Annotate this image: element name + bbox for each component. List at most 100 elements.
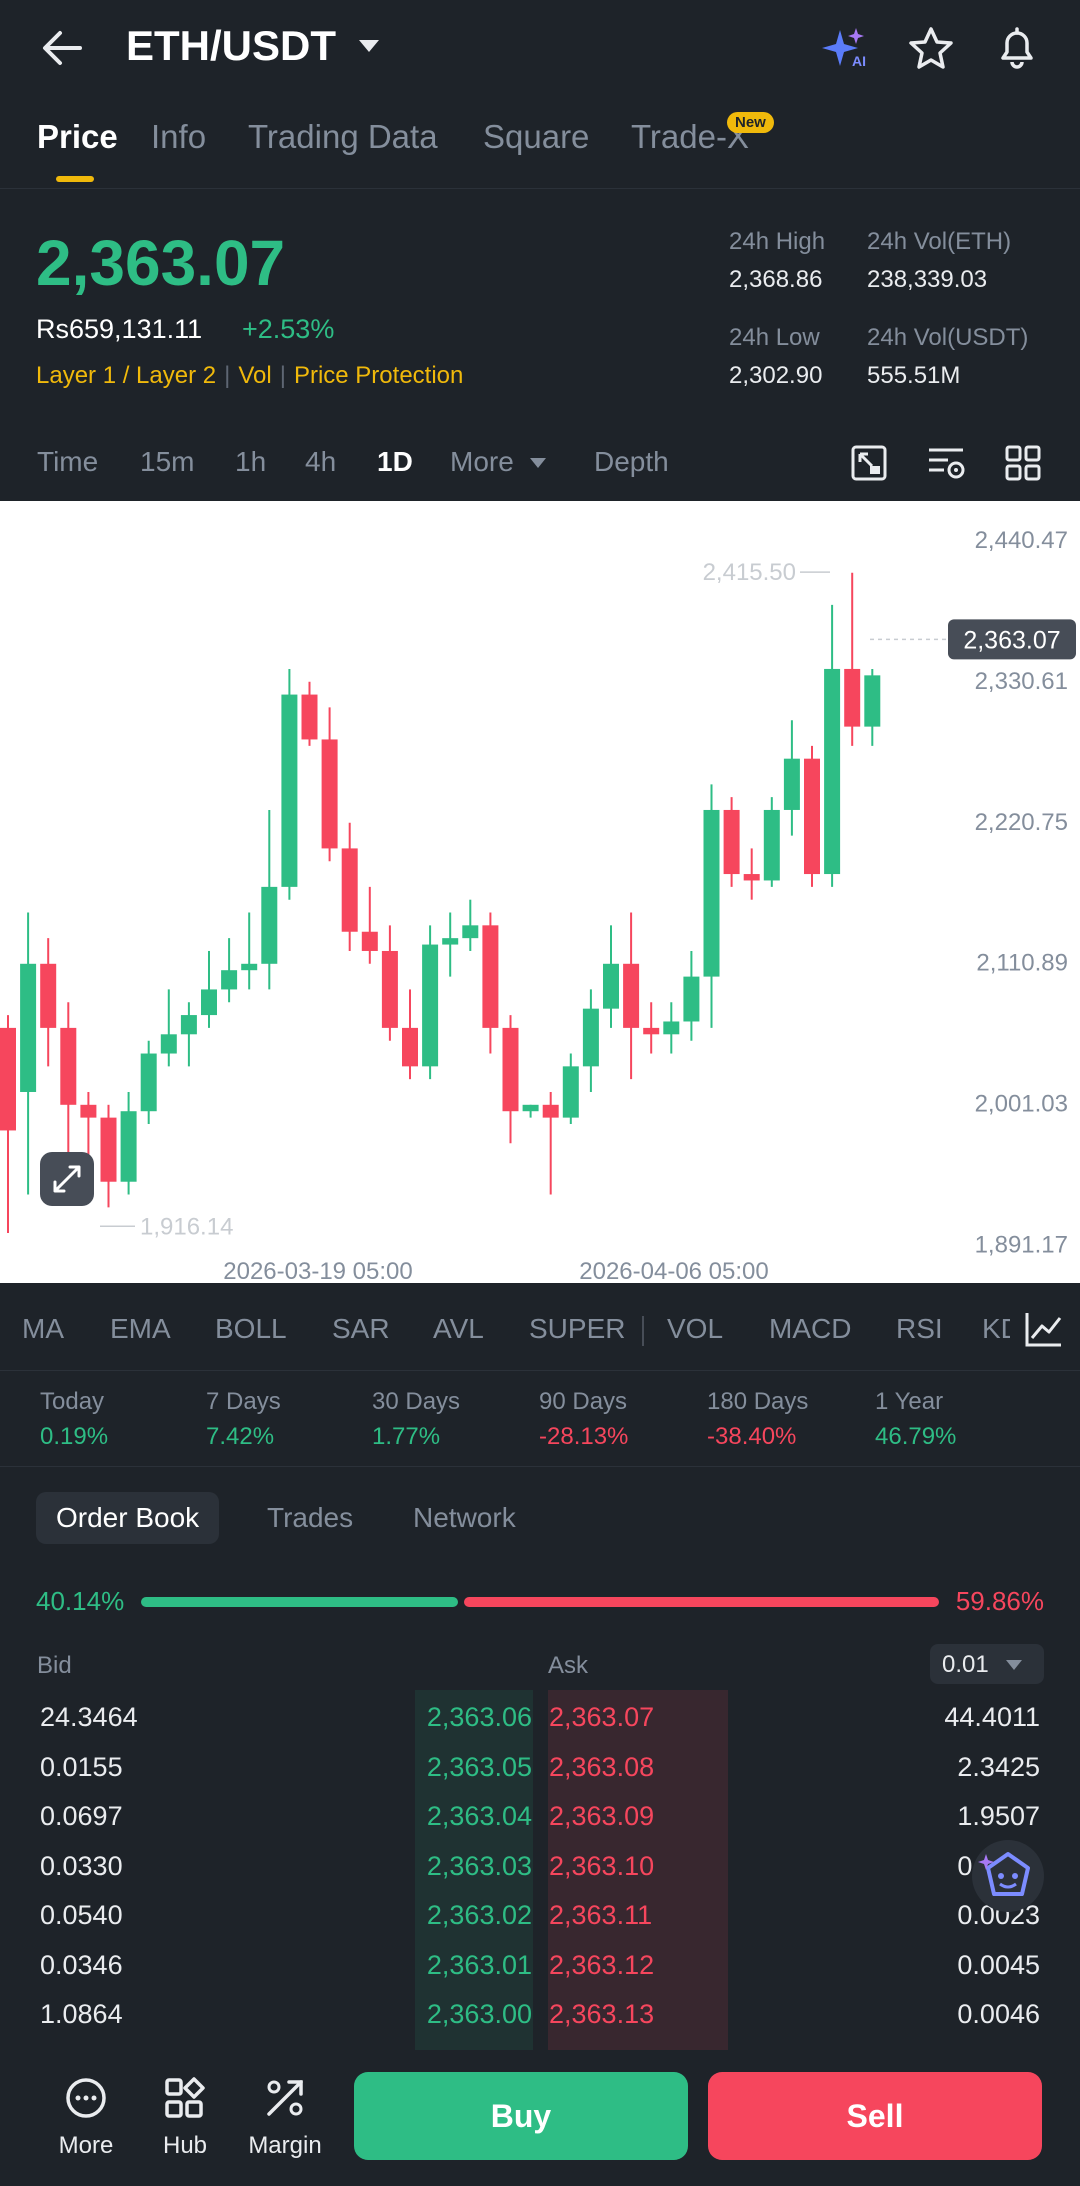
last-price: 2,363.07	[36, 227, 286, 299]
ai-sparkle-icon[interactable]: AI	[822, 26, 870, 70]
order-book-row[interactable]: 0.0540 2,363.02 2,363.11 0.0023	[0, 1900, 1080, 1950]
margin-icon[interactable]	[263, 2076, 307, 2120]
tag-price-protection[interactable]: Price Protection	[293, 362, 464, 389]
timeframe-1h[interactable]: 1h	[235, 446, 267, 477]
candle-body	[482, 925, 499, 1028]
chevron-down-icon	[1006, 1660, 1022, 1670]
candlestick-chart-canvas[interactable]: 2,440.47 2,330.61 2,220.75 2,110.89 2,001.03…	[0, 501, 1080, 1285]
performance-value: 1.77%	[372, 1423, 441, 1450]
order-book-row[interactable]: 1.0864 2,363.00 2,363.13 0.0046	[0, 1999, 1080, 2049]
performance-label: 180 Days	[707, 1388, 809, 1415]
ask-price: 2,363.09	[549, 1801, 655, 1831]
candle-body	[301, 694, 318, 740]
stat-24h-high-value: 2,368.86	[729, 266, 823, 293]
candle-body	[502, 1027, 519, 1112]
precision-select[interactable]: 0.01	[930, 1644, 1044, 1684]
candle-body	[462, 925, 479, 939]
chart-settings-icon[interactable]	[850, 444, 888, 482]
indicator-ema[interactable]: EMA	[110, 1313, 171, 1344]
order-book-row[interactable]: 0.0155 2,363.05 2,363.08 2.3425	[0, 1752, 1080, 1802]
ask-quantity: 1.9507	[957, 1801, 1040, 1831]
stat-24h-vol-eth-value: 238,339.03	[867, 266, 988, 293]
indicator-settings-icon[interactable]	[926, 444, 966, 482]
fullscreen-button[interactable]	[40, 1152, 94, 1206]
candle-body	[562, 1066, 579, 1118]
ask-price: 2,363.12	[549, 1949, 655, 1980]
indicator-avl[interactable]: AVL	[433, 1313, 484, 1344]
bid-ask-ratio-bar	[141, 1597, 939, 1607]
tab-trades[interactable]: Trades	[267, 1502, 354, 1533]
candle-body	[120, 1111, 137, 1182]
tag-layer[interactable]: Layer 1 / Layer 2	[36, 362, 217, 389]
indicator-ma[interactable]: MA	[22, 1313, 64, 1344]
timeframe-15m[interactable]: 15m	[140, 446, 195, 477]
divider	[0, 1370, 1080, 1371]
pair-title[interactable]: ETH/USDT	[126, 22, 336, 69]
bell-icon[interactable]	[994, 24, 1040, 70]
order-book-row[interactable]: 24.3464 2,363.06 2,363.07 44.4011	[0, 1702, 1080, 1752]
divider	[0, 1466, 1080, 1467]
ask-quantity: 44.4011	[944, 1702, 1040, 1732]
assistant-button[interactable]	[972, 1840, 1044, 1912]
candle-body	[864, 675, 881, 727]
indicator-kd[interactable]: KD	[982, 1313, 1010, 1344]
candle-body	[281, 694, 298, 887]
layout-grid-icon[interactable]	[1004, 444, 1042, 482]
tag-separator: |	[279, 362, 286, 389]
indicator-chart-icon[interactable]	[1024, 1310, 1064, 1348]
new-badge: New	[727, 112, 774, 133]
timeframe-more[interactable]: More	[450, 446, 514, 477]
indicator-macd[interactable]: MACD	[769, 1313, 852, 1344]
candle-body	[40, 963, 57, 1028]
order-book-row[interactable]: 0.0346 2,363.01 2,363.12 0.0045	[0, 1950, 1080, 2000]
candle-body	[402, 1027, 418, 1067]
buy-button[interactable]: Buy	[354, 2072, 688, 2160]
indicator-boll[interactable]: BOLL	[215, 1313, 287, 1344]
favorite-star-icon[interactable]	[908, 26, 954, 70]
nav-hub-label[interactable]: Hub	[162, 2132, 208, 2159]
candle-body	[783, 758, 800, 810]
candle-body	[542, 1104, 559, 1118]
timeframe-4h[interactable]: 4h	[305, 446, 337, 477]
tab-trading-data[interactable]: Trading Data	[248, 118, 438, 155]
indicator-rsi[interactable]: RSI	[896, 1313, 943, 1344]
order-book-row[interactable]: 0.0697 2,363.04 2,363.09 1.9507	[0, 1801, 1080, 1851]
bid-depth-bar	[415, 1690, 533, 2050]
tab-price[interactable]: Price	[37, 118, 118, 155]
more-icon[interactable]	[64, 2076, 108, 2120]
back-arrow-icon[interactable]	[40, 28, 84, 68]
tag-vol[interactable]: Vol	[238, 362, 272, 389]
nav-margin-label[interactable]: Margin	[248, 2132, 322, 2159]
y-axis-tick-label: 1,891.17	[975, 1231, 1068, 1258]
pair-dropdown-icon[interactable]	[357, 38, 381, 54]
timeframe-time[interactable]: Time	[37, 446, 99, 477]
sell-button[interactable]: Sell	[708, 2072, 1042, 2160]
more-dropdown-icon[interactable]	[528, 456, 548, 470]
tab-info[interactable]: Info	[151, 118, 207, 155]
assistant-face-icon	[978, 1852, 1030, 1896]
timeframe-depth[interactable]: Depth	[594, 446, 669, 477]
bid-ratio-fill	[141, 1597, 459, 1607]
performance-value: -38.40%	[707, 1423, 797, 1450]
tab-square[interactable]: Square	[483, 118, 590, 155]
candle-body	[703, 809, 720, 977]
bid-header: Bid	[37, 1652, 72, 1679]
bid-quantity: 1.0864	[40, 1999, 123, 2029]
nav-more-label[interactable]: More	[58, 2132, 114, 2159]
indicator-vol[interactable]: VOL	[667, 1313, 724, 1344]
candle-body	[100, 1117, 117, 1182]
bid-price: 2,363.00	[426, 1999, 532, 2029]
candlestick-chart[interactable]: 2,440.47 2,330.61 2,220.75 2,110.89 2,001.03…	[0, 501, 1080, 1285]
indicator-super[interactable]: SUPER	[529, 1313, 626, 1344]
y-axis-tick-label: 2,110.89	[976, 950, 1068, 977]
candle-body	[844, 668, 861, 727]
indicator-sar[interactable]: SAR	[332, 1313, 390, 1344]
timeframe-1d[interactable]: 1D	[377, 446, 413, 477]
tab-order-book[interactable]: Order Book	[36, 1492, 220, 1544]
performance-value: 7.42%	[206, 1423, 275, 1450]
tab-network[interactable]: Network	[413, 1502, 516, 1533]
candle-body	[261, 886, 278, 964]
ask-price: 2,363.13	[549, 1999, 655, 2029]
hub-icon[interactable]	[163, 2076, 207, 2120]
